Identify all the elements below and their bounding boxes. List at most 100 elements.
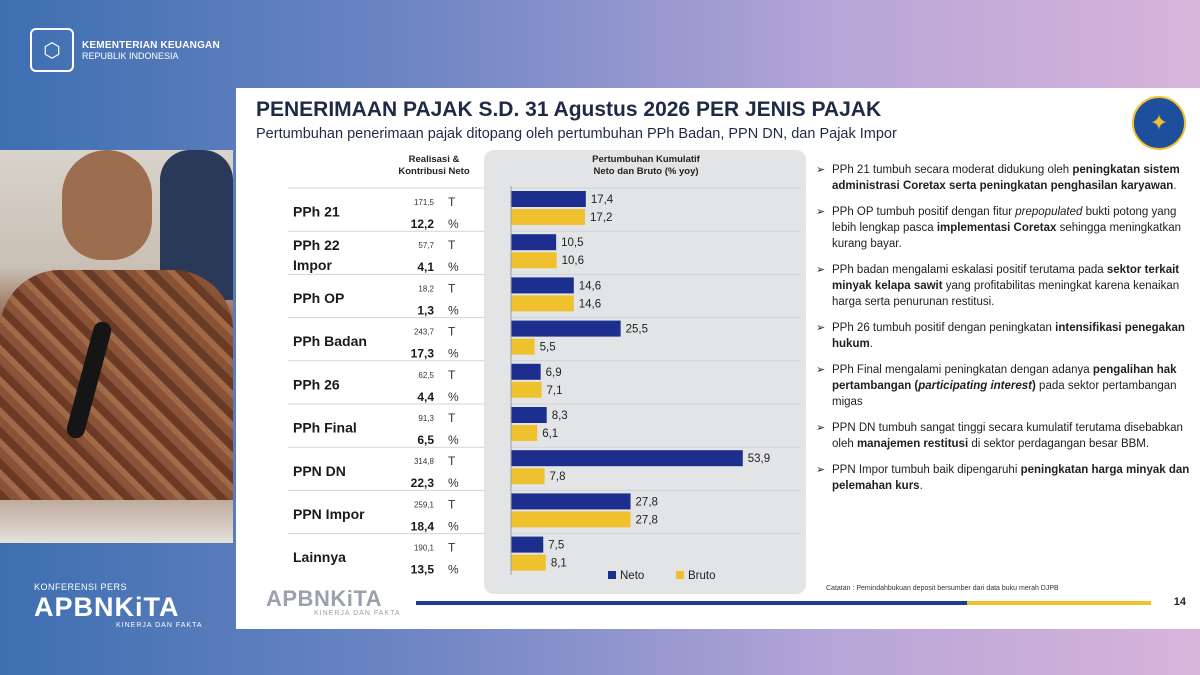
- realisasi-value: 314,8: [414, 457, 435, 466]
- legend-swatch: [676, 571, 684, 579]
- bar-neto: [511, 191, 586, 207]
- kontribusi-unit: %: [448, 476, 459, 490]
- bar-neto: [511, 363, 541, 380]
- bar-label: 10,6: [562, 255, 584, 267]
- bar-neto: [511, 493, 631, 510]
- tax-growth-chart: PPh 21 171,5 T 12,2 % 17,4 17,2 PPh 22 Impor 57,7…: [288, 186, 801, 582]
- conference-brand: APBNKiTA: [34, 592, 180, 622]
- kontribusi-value: 22,3: [411, 476, 435, 490]
- note-text: peningkatan harga minyak dan pelemahan k…: [832, 464, 1190, 492]
- category-label: Lainnya: [293, 549, 346, 565]
- realisasi-value: 243,7: [414, 328, 435, 337]
- note-text: participating interest: [918, 380, 1033, 392]
- note-text: pengalihan hak pertambangan (: [832, 364, 1177, 392]
- realisasi-unit: T: [448, 195, 456, 209]
- bar-bruto: [511, 381, 542, 398]
- kontribusi-unit: %: [448, 433, 459, 447]
- footer-line: [416, 601, 1151, 605]
- bar-bruto: [511, 511, 631, 528]
- note-text: .: [869, 338, 873, 350]
- conference-branding: KONFERENSI PERS APBNKiTA KINERJA DAN FAK…: [34, 582, 203, 629]
- kontribusi-value: 17,3: [411, 347, 435, 361]
- kontribusi-value: 12,2: [411, 217, 435, 231]
- bar-label: 7,1: [547, 385, 563, 397]
- bar-label: 6,1: [542, 428, 558, 440]
- kontribusi-value: 6,5: [417, 433, 434, 447]
- note-item: PPh OP tumbuh positif dengan fitur prepo…: [816, 204, 1191, 252]
- realisasi-unit: T: [448, 454, 456, 468]
- category-label: PPh 26: [293, 376, 340, 392]
- note-text: peningkatan sistem administrasi Coretax …: [832, 164, 1180, 192]
- note-text: PPh OP tumbuh positif dengan fitur: [832, 206, 1016, 218]
- bar-bruto: [511, 338, 535, 355]
- note-text: manajemen restitusi: [856, 438, 969, 450]
- category-label: Impor: [293, 257, 332, 273]
- kontribusi-unit: %: [448, 347, 459, 361]
- presentation-slide: PENERIMAAN PAJAK S.D. 31 Agustus 2026 PE…: [236, 88, 1200, 629]
- legend-label: Neto: [620, 570, 644, 582]
- note-text: ): [1032, 380, 1036, 392]
- realisasi-value: 259,1: [414, 500, 435, 509]
- bar-neto: [511, 320, 621, 337]
- realisasi-unit: T: [448, 368, 456, 382]
- realisasi-value: 62,5: [418, 371, 434, 380]
- footer-brand: APBNKiTA: [266, 586, 383, 611]
- category-label: PPh Final: [293, 420, 357, 436]
- conference-tagline: KINERJA DAN FAKTA: [116, 622, 203, 629]
- note-text: PPN DN tumbuh sangat tinggi secara kumul…: [832, 422, 1183, 450]
- speaker-video: [0, 150, 233, 543]
- category-label: PPh 21: [293, 204, 340, 220]
- note-text: sehingga meningkatkan kurang bayar.: [832, 222, 1182, 250]
- bar-label: 8,1: [551, 558, 567, 570]
- realisasi-value: 18,2: [418, 284, 434, 293]
- realisasi-unit: T: [448, 497, 456, 511]
- kontribusi-value: 1,3: [417, 303, 434, 317]
- realisasi-header: Realisasi & Kontribusi Neto: [398, 154, 470, 177]
- footnote: Catatan : Pemindahbukuan deposit bersumb…: [826, 585, 1059, 592]
- kontribusi-unit: %: [448, 217, 459, 231]
- realisasi-unit: T: [448, 411, 456, 425]
- note-text: di sektor perdagangan besar BBM.: [968, 438, 1150, 450]
- bar-bruto: [511, 209, 585, 225]
- note-text: PPh badan mengalami eskalasi positif ter…: [832, 264, 1107, 276]
- bar-neto: [511, 536, 544, 553]
- note-item: PPh badan mengalami eskalasi positif ter…: [816, 262, 1191, 310]
- bar-neto: [511, 407, 547, 423]
- speaker-head: [62, 150, 152, 260]
- bar-neto: [511, 277, 574, 294]
- note-text: bukti potong yang lebih lengkap pasca: [832, 206, 1177, 234]
- bar-bruto: [511, 295, 574, 312]
- ministry-logo: ⬡ KEMENTERIAN KEUANGAN REPUBLIK INDONESI…: [30, 28, 220, 72]
- note-item: PPh 26 tumbuh positif dengan peningkatan…: [816, 320, 1191, 352]
- bar-label: 14,6: [579, 280, 601, 292]
- category-label: PPh Badan: [293, 333, 367, 349]
- bar-label: 7,5: [548, 540, 564, 552]
- conference-kicker: KONFERENSI PERS: [34, 582, 128, 592]
- kontribusi-value: 13,5: [411, 563, 435, 577]
- bar-label: 10,5: [561, 237, 583, 249]
- bar-label: 8,3: [552, 410, 568, 422]
- bar-neto: [511, 450, 743, 467]
- slide-subtitle: Pertumbuhan penerimaan pajak ditopang ol…: [256, 126, 897, 142]
- note-item: PPN Impor tumbuh baik dipengaruhi pening…: [816, 462, 1191, 494]
- bar-label: 27,8: [636, 496, 658, 508]
- kontribusi-value: 4,1: [417, 260, 434, 274]
- bar-label: 53,9: [748, 453, 770, 465]
- note-text: intensifikasi penegakan hukum: [832, 322, 1185, 350]
- realisasi-unit: T: [448, 281, 456, 295]
- kontribusi-unit: %: [448, 563, 459, 577]
- note-text: PPh 26 tumbuh positif dengan peningkatan: [832, 322, 1056, 334]
- category-label: PPN DN: [293, 463, 346, 479]
- realisasi-unit: T: [448, 238, 456, 252]
- bar-bruto: [511, 425, 538, 441]
- org-country: REPUBLIK INDONESIA: [82, 50, 179, 61]
- realisasi-unit: T: [448, 325, 456, 339]
- bar-label: 14,6: [579, 298, 601, 310]
- kontribusi-value: 18,4: [411, 519, 435, 533]
- note-text: prepopulated: [1015, 206, 1083, 218]
- realisasi-value: 57,7: [418, 241, 434, 250]
- kontribusi-unit: %: [448, 390, 459, 404]
- kontribusi-unit: %: [448, 260, 459, 274]
- djp-emblem-icon: ✦: [1132, 96, 1186, 150]
- bar-label: 25,5: [626, 324, 648, 336]
